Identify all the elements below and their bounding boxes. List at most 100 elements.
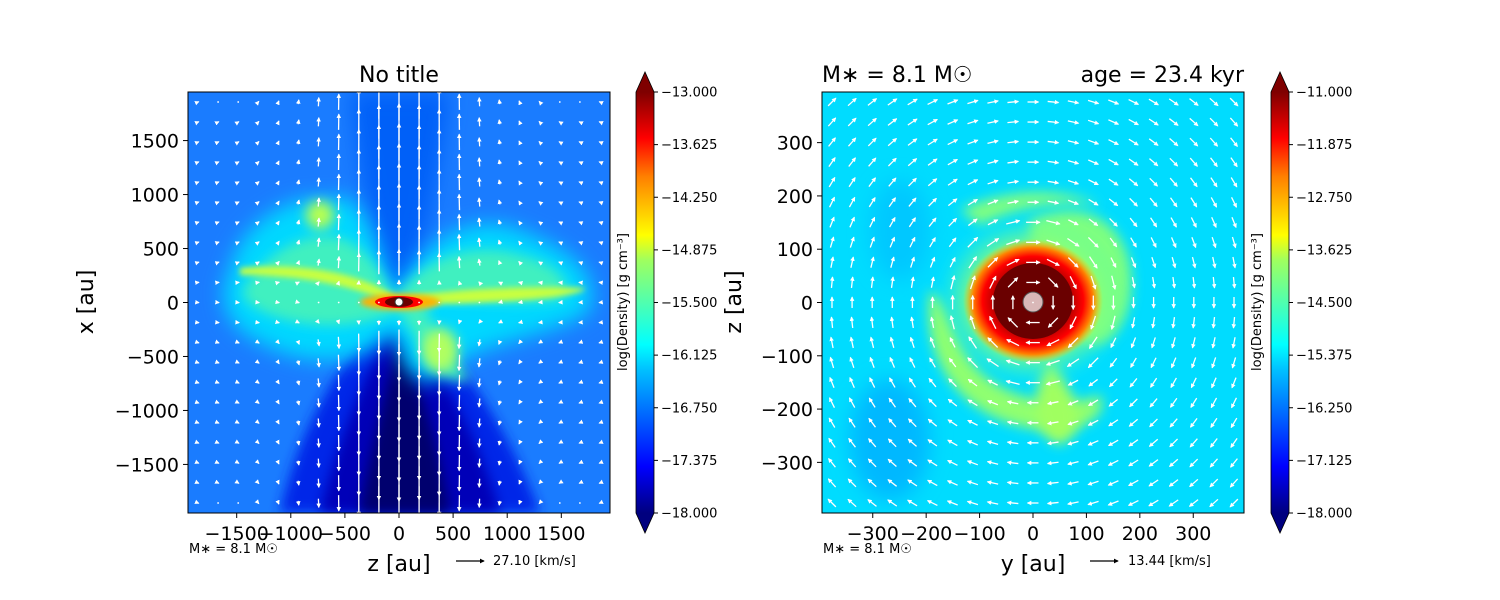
velocity-arrow <box>598 359 604 364</box>
velocity-arrow <box>1211 236 1217 249</box>
velocity-arrow <box>1067 481 1079 486</box>
y-tick-label: −100 <box>761 346 813 368</box>
velocity-arrow <box>889 216 896 228</box>
velocity-arrow <box>1170 217 1177 228</box>
velocity-arrow <box>1006 460 1019 465</box>
velocity-arrow <box>928 197 937 207</box>
velocity-arrow <box>194 479 200 484</box>
velocity-arrow <box>214 221 220 226</box>
velocity-arrow <box>316 258 321 266</box>
velocity-arrow <box>194 459 200 464</box>
velocity-arrow <box>497 400 503 406</box>
velocity-arrow <box>1067 257 1079 268</box>
velocity-arrow <box>1047 200 1060 205</box>
velocity-arrow <box>477 378 482 388</box>
velocity-arrow <box>518 459 523 465</box>
velocity-arrow <box>986 460 999 465</box>
velocity-arrow <box>477 358 482 368</box>
velocity-arrow <box>538 120 544 126</box>
velocity-arrow <box>1108 178 1119 186</box>
velocity-arrow <box>909 236 916 248</box>
velocity-arrow <box>1229 97 1239 107</box>
velocity-arrow <box>1128 118 1139 126</box>
velocity-arrow <box>907 118 918 126</box>
velocity-arrow <box>477 217 482 227</box>
left-quiver-key-label: 27.10 [km/s] <box>493 554 576 569</box>
velocity-arrow <box>1189 478 1199 488</box>
velocity-arrow <box>478 318 484 324</box>
velocity-arrow <box>1046 440 1059 446</box>
velocity-arrow <box>1149 197 1158 208</box>
velocity-arrow <box>1148 438 1159 447</box>
colorbar-tick-label: −16.125 <box>661 349 717 364</box>
velocity-arrow <box>1110 257 1117 268</box>
velocity-arrow <box>867 98 878 106</box>
velocity-arrow <box>274 339 280 345</box>
velocity-arrow <box>928 377 937 388</box>
velocity-arrow <box>477 177 482 187</box>
velocity-arrow <box>578 399 584 404</box>
velocity-arrow <box>1149 177 1158 187</box>
velocity-arrow <box>987 159 999 165</box>
velocity-arrow <box>214 419 220 424</box>
velocity-arrow <box>234 141 240 146</box>
velocity-arrow <box>1047 277 1059 288</box>
velocity-arrow <box>849 236 855 248</box>
velocity-arrow <box>1087 99 1100 105</box>
velocity-arrow <box>295 239 301 245</box>
velocity-arrow <box>829 216 835 228</box>
velocity-arrow <box>1046 500 1059 506</box>
velocity-arrow <box>478 281 484 287</box>
velocity-arrow <box>828 157 836 168</box>
velocity-arrow <box>1130 337 1137 349</box>
velocity-arrow <box>275 180 280 186</box>
colorbar-tick-label: −18.000 <box>661 507 717 522</box>
velocity-arrow <box>946 500 958 506</box>
velocity-arrow <box>357 301 360 304</box>
velocity-arrow <box>1231 317 1237 329</box>
velocity-arrow <box>1067 237 1080 247</box>
velocity-arrow <box>1169 418 1178 428</box>
velocity-arrow <box>907 138 918 146</box>
velocity-arrow <box>336 255 342 269</box>
velocity-arrow <box>947 99 959 105</box>
velocity-arrow <box>947 198 958 207</box>
velocity-arrow <box>1229 117 1239 127</box>
velocity-arrow <box>927 479 938 487</box>
velocity-arrow <box>1047 119 1060 125</box>
velocity-arrow <box>1191 237 1197 249</box>
colorbar-tick-label: −17.125 <box>1296 454 1352 469</box>
velocity-arrow <box>477 339 482 347</box>
velocity-arrow <box>947 119 959 125</box>
colorbar-tick-label: −16.250 <box>1296 401 1352 416</box>
velocity-arrow <box>316 177 321 187</box>
velocity-arrow <box>1210 157 1218 168</box>
velocity-arrow <box>1128 178 1139 187</box>
velocity-arrow <box>316 358 321 368</box>
velocity-arrow <box>967 119 979 125</box>
velocity-arrow <box>849 377 855 388</box>
velocity-arrow <box>829 356 835 369</box>
velocity-arrow <box>497 480 503 486</box>
velocity-arrow <box>1046 460 1059 466</box>
velocity-arrow <box>295 440 301 446</box>
velocity-arrow <box>254 399 260 404</box>
velocity-arrow <box>909 357 916 368</box>
right-title-age: age = 23.4 kyr <box>1081 63 1245 88</box>
velocity-arrow <box>598 101 604 106</box>
velocity-arrow <box>1190 197 1198 208</box>
velocity-arrow <box>275 479 280 485</box>
velocity-arrow <box>558 339 564 344</box>
velocity-arrow <box>518 200 523 206</box>
velocity-arrow <box>1149 418 1158 428</box>
velocity-arrow <box>558 221 564 226</box>
velocity-arrow <box>1090 275 1097 290</box>
velocity-arrow <box>296 500 301 506</box>
velocity-arrow <box>456 255 462 269</box>
velocity-arrow <box>456 336 462 350</box>
velocity-arrow <box>1191 337 1196 349</box>
velocity-arrow <box>456 354 462 372</box>
velocity-arrow <box>908 217 916 228</box>
velocity-arrow <box>294 281 300 286</box>
velocity-arrow <box>946 480 958 486</box>
